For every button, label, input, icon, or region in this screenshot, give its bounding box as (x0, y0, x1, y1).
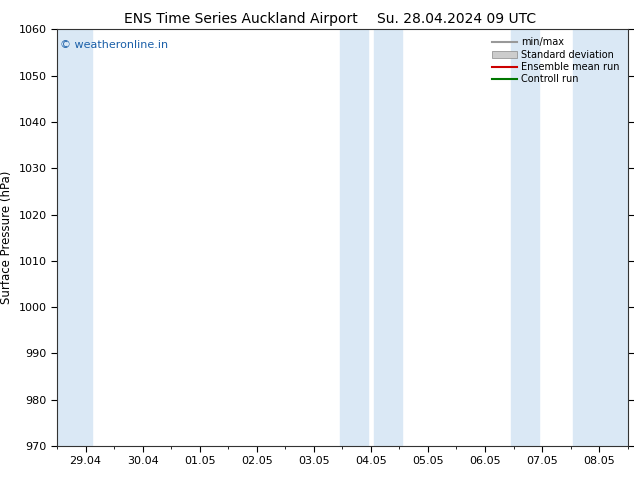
Y-axis label: Surface Pressure (hPa): Surface Pressure (hPa) (0, 171, 13, 304)
Text: © weatheronline.in: © weatheronline.in (60, 40, 168, 50)
Text: Su. 28.04.2024 09 UTC: Su. 28.04.2024 09 UTC (377, 12, 536, 26)
Bar (57, 29, 93, 446)
Legend: min/max, Standard deviation, Ensemble mean run, Controll run: min/max, Standard deviation, Ensemble me… (489, 34, 623, 87)
Bar (340, 29, 368, 446)
Text: ENS Time Series Auckland Airport: ENS Time Series Auckland Airport (124, 12, 358, 26)
Bar (574, 29, 628, 446)
Bar (374, 29, 403, 446)
Bar (511, 29, 539, 446)
